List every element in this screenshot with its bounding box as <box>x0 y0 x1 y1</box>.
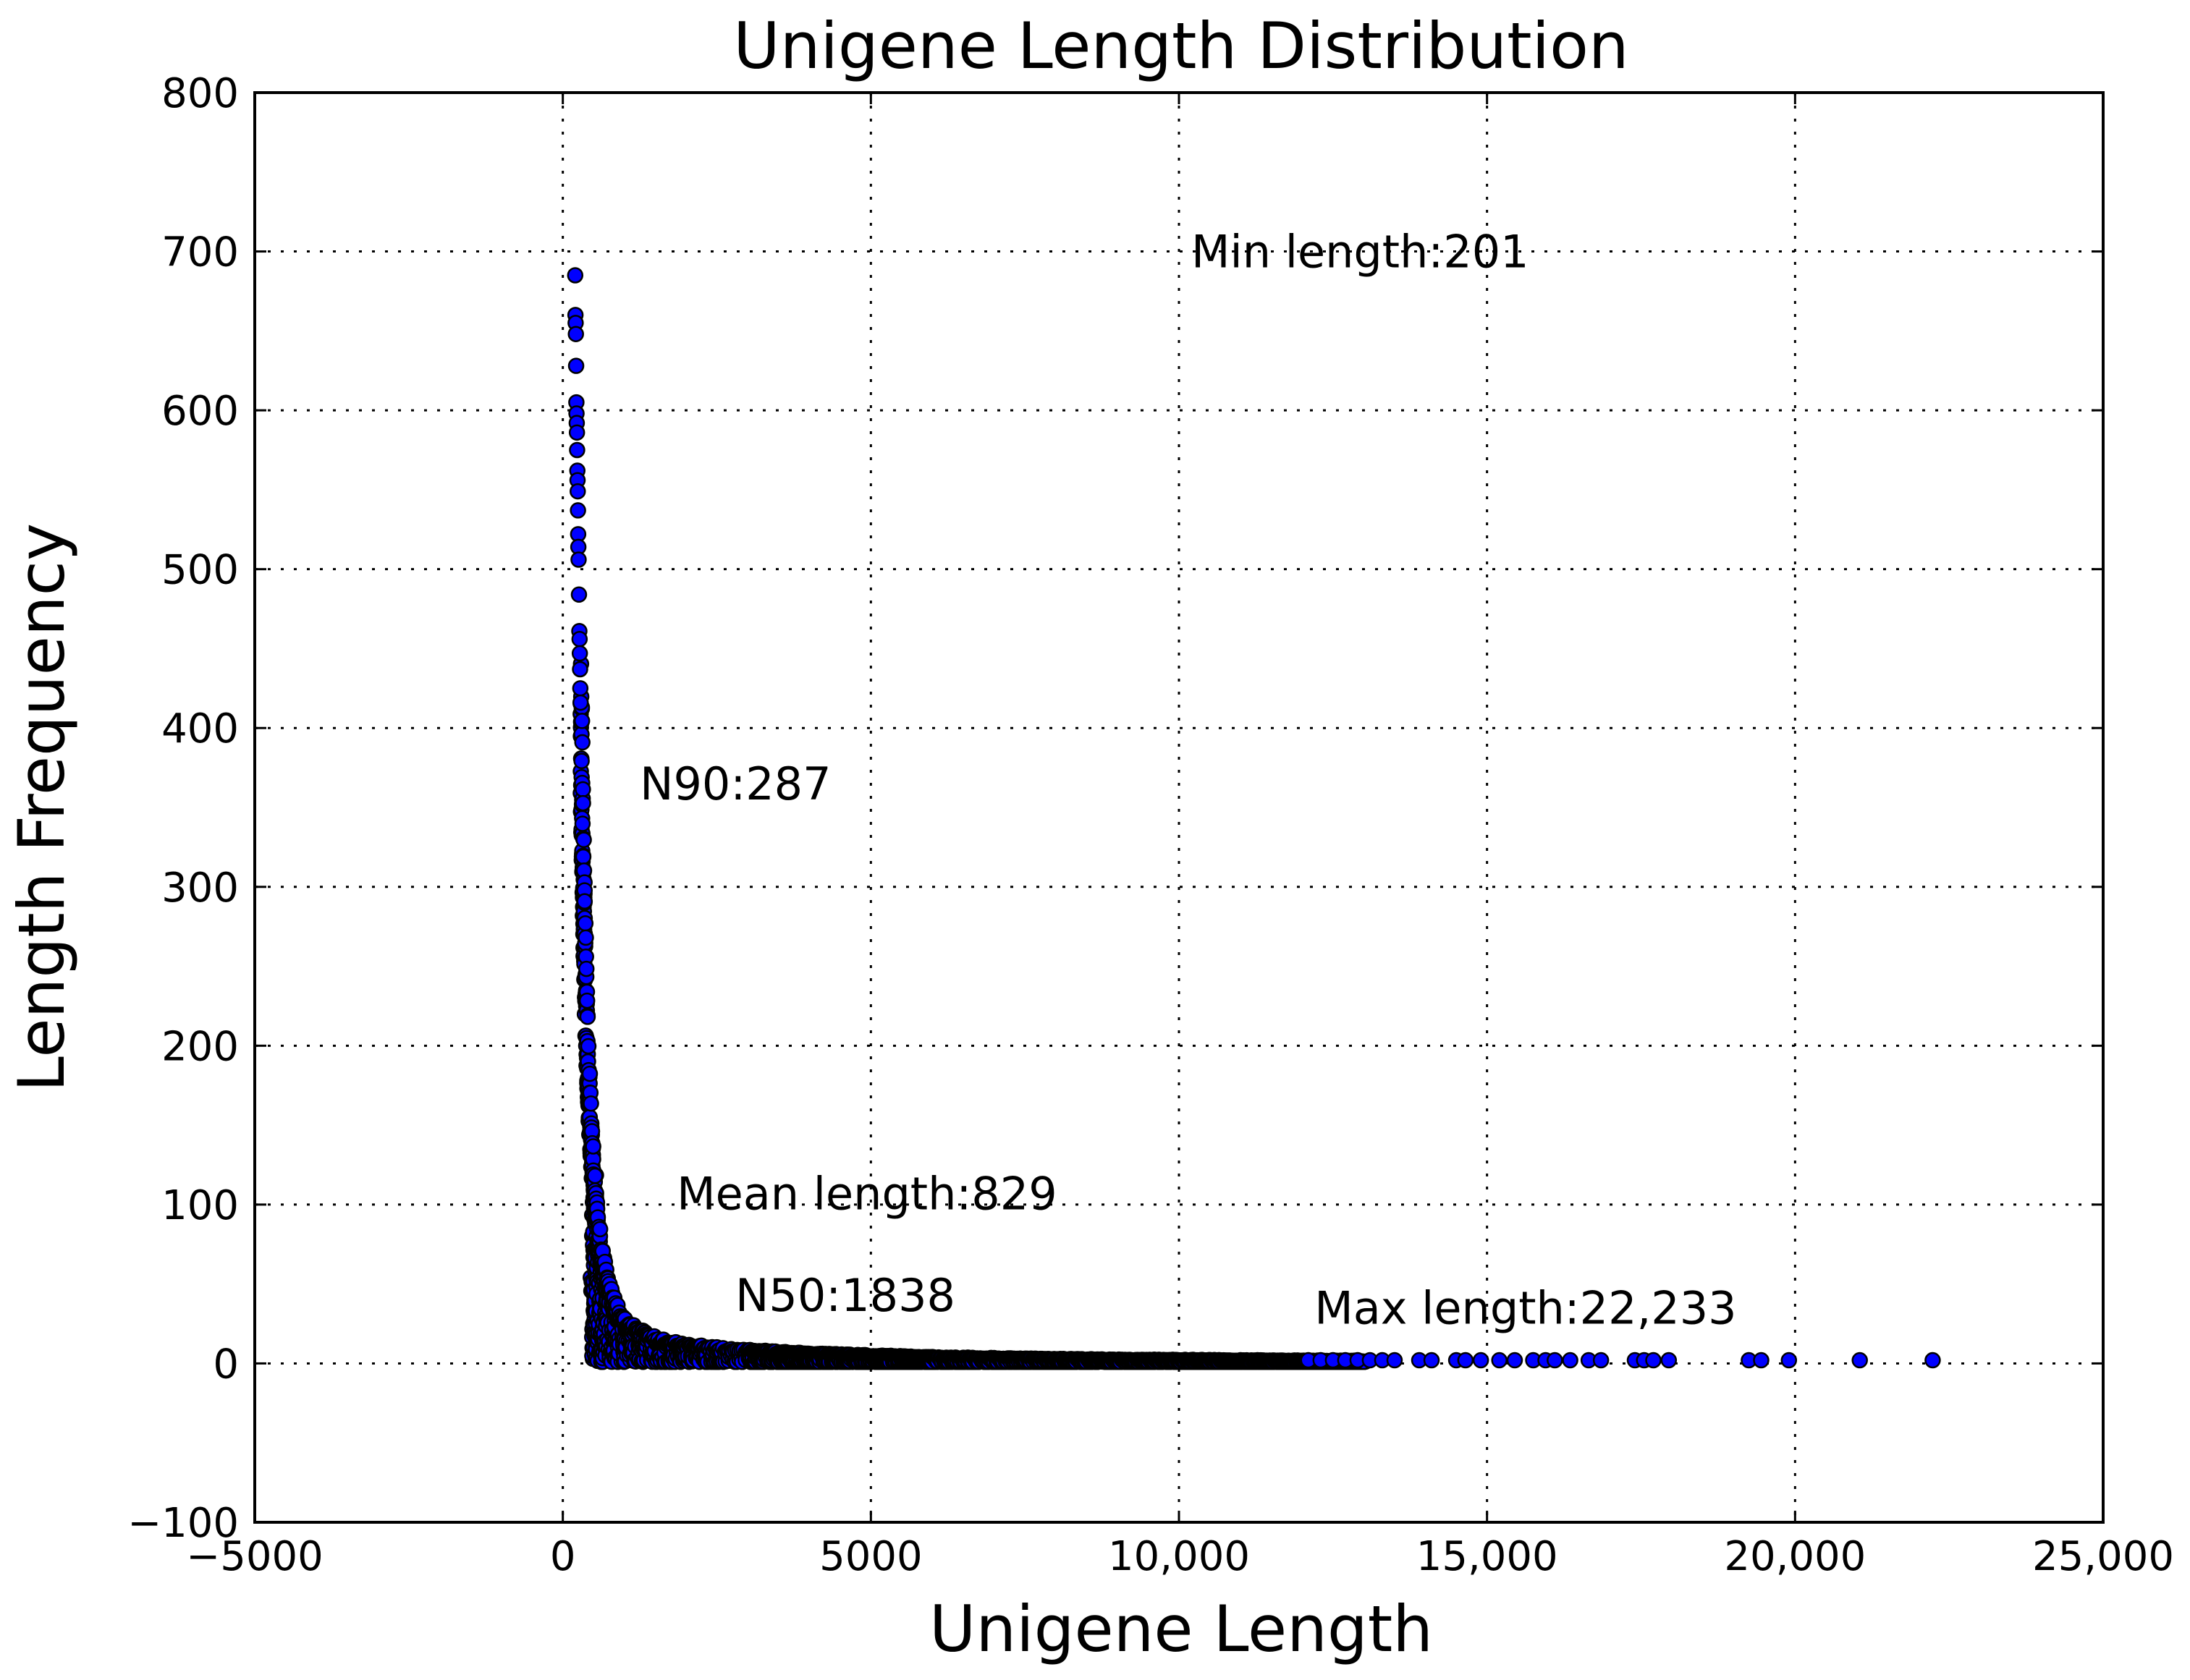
data-point <box>1660 1352 1678 1369</box>
data-point <box>1472 1352 1489 1369</box>
y-tick-label: 600 <box>161 388 239 435</box>
y-tick-label: 800 <box>161 70 239 117</box>
data-point <box>569 441 585 459</box>
annotations-layer: Min length:201 N90:287 Mean length:829 N50:… <box>640 226 1737 1335</box>
data-point <box>571 645 588 662</box>
data-point <box>578 992 596 1009</box>
data-point <box>575 848 592 865</box>
data-point <box>570 586 588 603</box>
data-point <box>1457 1352 1474 1369</box>
data-point <box>1753 1352 1770 1369</box>
data-point <box>1592 1352 1610 1369</box>
y-tick-label: 200 <box>161 1023 239 1070</box>
plot-frame <box>253 91 2105 1524</box>
data-point <box>1491 1352 1508 1369</box>
data-point <box>583 1095 599 1112</box>
data-point <box>576 893 593 910</box>
data-point <box>573 752 590 770</box>
y-tick-label: 500 <box>161 547 239 594</box>
x-tick-label: 0 <box>550 1533 576 1580</box>
y-tick-label: 300 <box>161 865 239 912</box>
x-tick-label: 5000 <box>819 1533 923 1580</box>
points-layer <box>567 267 1941 1370</box>
x-axis-label: Unigene Length <box>929 1592 1433 1666</box>
x-tick-label: 25,000 <box>2032 1533 2174 1580</box>
data-point <box>1423 1352 1440 1369</box>
ticks-layer: −5000 0 5000 10,000 15,000 20,000 25,000 −100 0 1… <box>127 70 2174 1580</box>
data-point <box>1780 1352 1798 1369</box>
data-point <box>1851 1352 1868 1369</box>
data-point <box>573 713 591 729</box>
data-point <box>572 661 588 678</box>
data-point <box>1506 1352 1523 1369</box>
y-tick-label: 0 <box>213 1341 239 1388</box>
x-tick-label: 10,000 <box>1108 1533 1250 1580</box>
data-point <box>570 551 587 568</box>
y-axis-label: Length Frequency <box>4 523 79 1092</box>
data-point <box>567 267 584 284</box>
data-point <box>1562 1352 1578 1369</box>
data-point <box>570 483 586 500</box>
data-point <box>1645 1352 1662 1369</box>
annotation-label: Max length:22,233 <box>1314 1282 1736 1335</box>
data-point <box>575 781 591 798</box>
data-point <box>572 680 589 697</box>
data-point <box>580 1038 597 1055</box>
data-point <box>1547 1352 1563 1369</box>
x-tick-label: 20,000 <box>1724 1533 1866 1580</box>
data-point <box>567 357 585 374</box>
chart-title: Unigene Length Distribution <box>733 9 1628 83</box>
grid-layer <box>255 93 2103 1522</box>
data-point <box>586 1167 604 1184</box>
data-point <box>570 502 586 519</box>
data-point <box>1386 1352 1403 1369</box>
annotation-label: Min length:201 <box>1191 226 1529 279</box>
data-point <box>577 915 594 932</box>
data-point <box>574 815 591 832</box>
data-point <box>579 1009 596 1025</box>
data-point <box>575 794 591 812</box>
data-point <box>578 929 594 946</box>
data-point <box>1924 1352 1941 1369</box>
data-point <box>571 631 588 648</box>
data-point <box>575 831 592 849</box>
data-point <box>572 694 589 711</box>
y-tick-label: 700 <box>161 229 239 276</box>
data-point <box>568 424 585 441</box>
x-tick-label: 15,000 <box>1416 1533 1558 1580</box>
data-point <box>567 326 584 342</box>
annotation-label: N90:287 <box>640 758 831 810</box>
data-point <box>585 1138 601 1155</box>
data-point <box>574 734 591 751</box>
data-point <box>581 1065 599 1082</box>
y-tick-label: −100 <box>127 1500 239 1547</box>
y-tick-label: 100 <box>161 1182 239 1229</box>
data-point <box>578 960 595 977</box>
annotation-label: N50:1838 <box>735 1269 955 1322</box>
x-tick-label: −5000 <box>186 1533 323 1580</box>
data-point <box>591 1221 609 1238</box>
y-tick-label: 400 <box>161 705 239 752</box>
annotation-label: Mean length:829 <box>677 1168 1057 1221</box>
